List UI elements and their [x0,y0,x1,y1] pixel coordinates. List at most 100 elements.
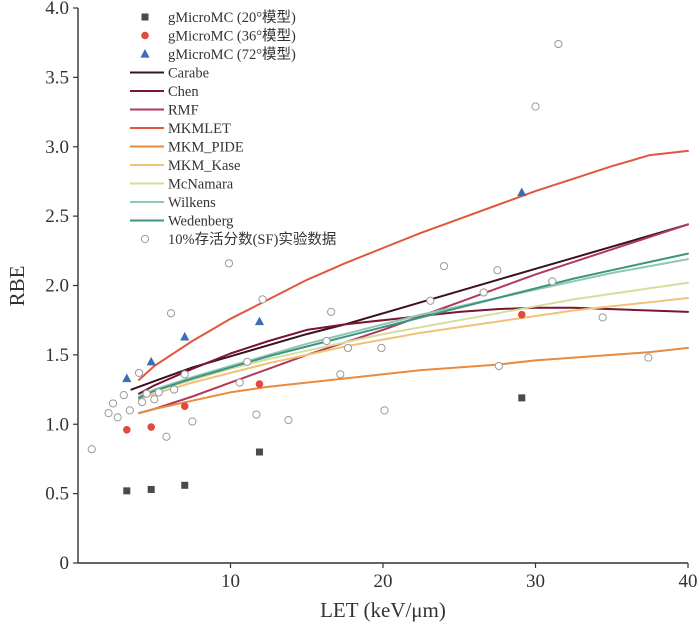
y-tick-label: 2.0 [45,276,69,297]
legend-item: MKMLET [130,121,231,137]
point-open-circle [252,410,261,419]
legend-label: gMicroMC (20°模型) [168,9,296,26]
line-wedenberg [138,252,689,399]
legend-label: MKMLET [168,121,231,137]
legend-marker-open-circle [140,234,150,244]
x-tick-label: 20 [374,571,393,592]
point-triangle [122,373,132,383]
point-open-circle [322,336,331,346]
data-points [87,39,653,495]
legend-item: MKM_PIDE [130,140,244,156]
point-square [181,481,189,489]
legend-item: McNamara [130,177,234,193]
point-square [518,394,526,402]
y-tick-label: 4.0 [45,0,69,19]
point-open-circle [142,389,151,398]
legend-label: RMF [168,103,199,119]
legend-item: MKM_Kase [130,158,241,174]
point-open-circle [380,406,389,415]
x-tick-label: 30 [526,571,545,592]
line-mkm-pide [138,346,689,415]
point-open-circle [235,378,244,387]
legend-item: Wilkens [130,195,216,211]
line-mkm-kase [138,297,689,401]
point-open-circle [166,309,176,318]
point-circle [123,426,131,434]
point-circle [180,402,189,411]
point-open-circle [494,361,503,371]
point-square [255,448,263,456]
point-open-circle [134,368,144,378]
point-open-circle [598,313,607,322]
y-tick-label: 0.5 [45,484,69,505]
point-open-circle [243,357,252,366]
point-open-circle [439,261,449,271]
tick-labels: 10 20 30 40 0 0.5 1.0 1.5 2.0 2.5 3.0 3.5 4.0 [45,0,697,592]
legend-label: Carabe [168,66,209,82]
point-circle [147,423,155,431]
legend-label: Chen [168,84,199,100]
legend-label: Wilkens [168,195,216,211]
model-lines [130,149,689,415]
point-open-circle [554,39,563,49]
point-open-circle [180,370,189,379]
point-open-circle [479,288,488,297]
legend-label: McNamara [168,177,234,193]
point-open-circle [258,295,267,304]
point-open-circle [327,307,336,316]
point-open-circle [125,406,134,415]
point-open-circle [531,102,540,111]
point-open-circle [108,399,118,408]
point-open-circle [377,343,386,353]
legend-label: MKM_PIDE [168,140,244,156]
point-open-circle [119,391,128,400]
point-open-circle [644,353,653,362]
point-triangle [146,356,156,366]
x-tick-label: 40 [679,571,698,592]
y-tick-label: 2.5 [45,206,69,227]
x-tick-label: 10 [221,571,240,592]
point-triangle [517,187,527,197]
line-mkmlet [138,149,689,381]
point-square [123,487,131,495]
y-tick-label: 0 [60,553,70,574]
point-triangle [180,331,190,341]
line-wilkens [138,258,689,398]
point-open-circle [169,385,179,394]
line-mcnamara [138,281,689,398]
point-open-circle [150,395,159,404]
y-tick-label: 3.0 [45,137,69,158]
point-open-circle [343,343,353,353]
point-open-circle [188,417,197,426]
legend-item: Wedenberg [130,214,233,230]
legend-item: Carabe [130,66,209,82]
point-open-circle [284,415,293,425]
legend-marker-triangle [140,49,150,58]
point-open-circle [137,397,147,407]
legend-label: Wedenberg [168,214,233,230]
point-square [147,485,155,493]
point-open-circle [548,277,557,286]
point-triangle [254,316,265,326]
x-axis-title: LET (keV/μm) [320,598,446,622]
point-open-circle [154,388,163,397]
legend: gMicroMC (20°模型) gMicroMC (36°模型)gMicroMC… [130,9,336,248]
legend-item: 10%存活分数(SF)实验数据 [140,231,336,248]
point-open-circle [104,409,113,418]
y-tick-label: 3.5 [45,67,69,88]
legend-label: 10%存活分数(SF)实验数据 [168,231,336,248]
point-open-circle [113,413,122,422]
point-open-circle [493,266,502,275]
legend-item: Chen [130,84,199,100]
y-axis-title: RBE [5,266,29,307]
legend-label: gMicroMC (36°模型) [168,28,296,45]
legend-marker-circle [141,31,149,40]
line-chen [138,306,689,395]
point-circle [517,310,526,319]
legend-marker-square [141,13,149,21]
legend-item: gMicroMC (20°模型) [141,9,296,26]
point-open-circle [426,296,435,305]
point-open-circle [224,259,234,268]
legend-label: MKM_Kase [168,158,241,174]
point-open-circle [87,445,96,454]
